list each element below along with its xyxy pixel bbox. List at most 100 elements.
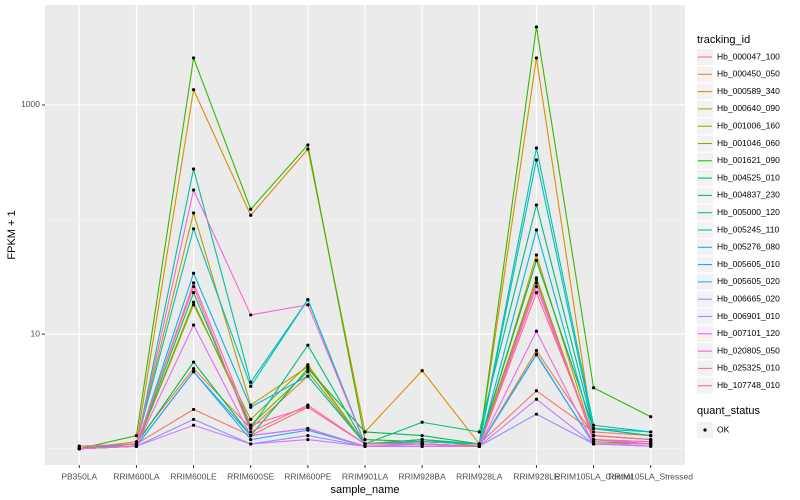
- data-point: [591, 430, 596, 434]
- legend-title: tracking_id: [697, 34, 750, 46]
- x-axis-title: sample_name: [330, 484, 399, 496]
- x-tick-label: RRIM600LA: [113, 471, 160, 481]
- data-point: [249, 380, 253, 384]
- data-point: [534, 228, 539, 232]
- x-tick-label: RRIM600LE: [170, 471, 217, 481]
- data-point: [306, 143, 310, 147]
- data-point: [191, 271, 196, 275]
- data-point: [249, 434, 253, 438]
- legend-label: Hb_025325_010: [717, 363, 780, 373]
- data-point: [649, 430, 653, 434]
- y-tick-label: 1000: [21, 99, 40, 109]
- data-point: [191, 300, 196, 304]
- data-point: [534, 397, 539, 401]
- legend-label: Hb_004525_010: [717, 172, 780, 182]
- data-point: [534, 158, 539, 162]
- x-tick-label: RRIM600SE: [227, 471, 275, 481]
- data-point: [534, 389, 539, 393]
- data-point: [534, 284, 539, 289]
- legend-label: Hb_020805_050: [717, 345, 780, 355]
- data-point: [191, 360, 196, 364]
- legend-label: Hb_005000_120: [717, 207, 780, 217]
- x-tick-label: RRIM928BA: [399, 471, 447, 481]
- data-point: [191, 88, 196, 92]
- x-tick-label: PB350LA: [61, 471, 97, 481]
- data-point: [306, 434, 310, 438]
- data-point: [249, 423, 253, 427]
- data-point: [191, 417, 196, 422]
- data-point: [477, 442, 481, 446]
- data-point: [77, 447, 81, 451]
- data-point: [306, 366, 310, 371]
- data-point: [591, 426, 596, 431]
- data-point: [191, 366, 196, 371]
- data-point: [534, 348, 539, 353]
- data-point: [191, 284, 196, 289]
- data-point: [134, 440, 139, 444]
- y-tick-label: 10: [31, 328, 41, 338]
- legend-point: [703, 428, 707, 432]
- data-point: [77, 444, 81, 448]
- data-point: [306, 303, 310, 307]
- legend-label: Hb_004837_230: [717, 190, 780, 200]
- data-point: [306, 363, 310, 367]
- data-point: [134, 444, 139, 448]
- data-point: [191, 188, 196, 192]
- data-point: [134, 434, 139, 438]
- data-point: [591, 434, 596, 438]
- data-point: [591, 437, 596, 442]
- data-point: [306, 147, 310, 151]
- data-point: [420, 442, 424, 446]
- legend-label: Hb_001621_090: [717, 155, 780, 165]
- data-point: [534, 56, 539, 60]
- data-point: [306, 370, 310, 374]
- data-point: [249, 426, 253, 431]
- data-point: [191, 167, 196, 171]
- data-point: [249, 207, 253, 211]
- data-point: [534, 329, 539, 333]
- data-point: [420, 420, 424, 424]
- legend-label: Hb_000450_050: [717, 69, 780, 79]
- data-point: [249, 430, 253, 434]
- x-tick-label: RRIM600PE: [284, 471, 332, 481]
- data-point: [363, 442, 367, 446]
- data-point: [534, 146, 539, 150]
- data-point: [420, 440, 424, 444]
- data-point: [591, 423, 596, 427]
- data-point: [534, 412, 539, 416]
- data-point: [649, 434, 653, 438]
- legend-label: Hb_006665_020: [717, 293, 780, 303]
- y-axis-title: FPKM + 1: [6, 210, 18, 259]
- legend-label: OK: [717, 424, 730, 434]
- data-point: [591, 386, 596, 390]
- data-point: [534, 291, 539, 295]
- data-point: [420, 434, 424, 438]
- data-point: [534, 353, 539, 357]
- data-point: [534, 258, 539, 262]
- x-tick-label: RRIM105LA_Control: [554, 471, 633, 481]
- legend-label: Hb_005276_080: [717, 242, 780, 252]
- data-point: [191, 227, 196, 231]
- data-point: [306, 403, 310, 407]
- legend-label: Hb_001006_160: [717, 120, 780, 130]
- data-point: [306, 426, 310, 431]
- data-point: [420, 444, 424, 448]
- data-point: [249, 417, 253, 422]
- legend-label: Hb_005605_020: [717, 276, 780, 286]
- data-point: [649, 444, 653, 448]
- data-point: [306, 343, 310, 347]
- data-point: [249, 213, 253, 217]
- x-tick-label: RRIM901LA: [342, 471, 389, 481]
- data-point: [191, 423, 196, 427]
- data-point: [249, 442, 253, 446]
- legend-label: Hb_005245_110: [717, 224, 780, 234]
- data-point: [191, 56, 196, 60]
- data-point: [534, 281, 539, 285]
- x-tick-label: RRIM105LA_Stressed: [608, 471, 693, 481]
- data-point: [363, 437, 367, 442]
- data-point: [191, 291, 196, 295]
- data-point: [649, 442, 653, 446]
- legend-label: Hb_007101_120: [717, 328, 780, 338]
- x-tick-label: RRIM928LE: [513, 471, 560, 481]
